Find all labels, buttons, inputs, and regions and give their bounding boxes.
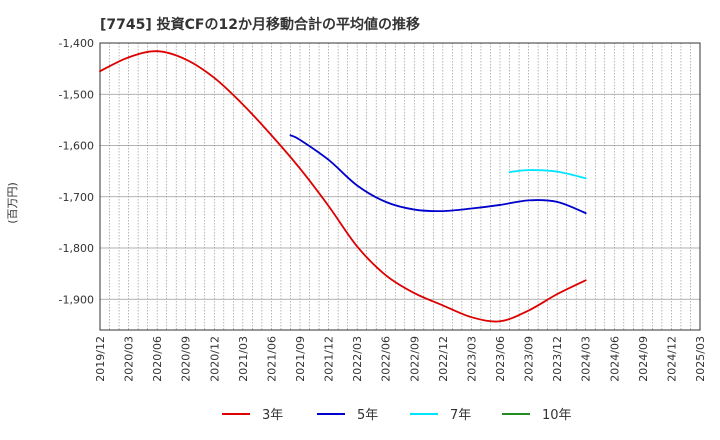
y-tick-label: -1,700 (59, 191, 94, 204)
y-tick-label: -1,400 (59, 37, 94, 50)
series-line-3 (508, 169, 587, 180)
x-tick-label: 2021/06 (265, 336, 278, 382)
y-tick-label: -1,500 (59, 88, 94, 101)
x-tick-label: 2023/06 (494, 336, 507, 382)
x-tick-label: 2023/12 (551, 336, 564, 382)
x-tick-label: 2025/03 (694, 336, 707, 382)
x-tick-label: 2022/09 (408, 336, 421, 382)
y-axis-label: (百万円) (6, 182, 19, 224)
x-tick-label: 2020/09 (180, 336, 193, 382)
legend-label: 10年 (542, 408, 572, 423)
x-tick-label: 2024/03 (580, 336, 593, 382)
y-tick-label: -1,800 (59, 242, 94, 255)
x-tick-label: 2022/12 (437, 336, 450, 382)
x-tick-label: 2023/03 (465, 336, 478, 382)
plot-area (100, 43, 700, 330)
x-tick-label: 2020/06 (151, 336, 164, 382)
x-tick-label: 2019/12 (94, 336, 107, 382)
x-tick-label: 2020/12 (208, 336, 221, 382)
x-tick-label: 2021/09 (294, 336, 307, 382)
x-tick-label: 2020/03 (123, 336, 136, 382)
legend-label: 5年 (357, 408, 378, 423)
y-tick-labels: -1,400 -1,500 -1,600 -1,700 -1,800 -1,900 (59, 37, 94, 306)
legend-label: 3年 (262, 408, 283, 423)
x-tick-label: 2021/12 (323, 336, 336, 382)
x-tick-label: 2021/03 (237, 336, 250, 382)
x-tick-label: 2024/12 (665, 336, 678, 382)
x-tick-label: 2024/06 (608, 336, 621, 382)
x-tick-label: 2024/09 (637, 336, 650, 382)
legend-label: 7年 (450, 408, 471, 423)
x-tick-label: 2022/06 (380, 336, 393, 382)
legend: 3年 5年 7年 10年 (222, 408, 572, 423)
y-tick-label: -1,600 (59, 140, 94, 153)
series-lines (99, 50, 587, 323)
x-tick-label: 2023/09 (523, 336, 536, 382)
plot-border (99, 42, 701, 331)
chart-title: [7745] 投資CFの12か月移動合計の平均値の推移 (100, 17, 420, 33)
y-tick-label: -1,900 (59, 293, 94, 306)
series-line-1 (99, 50, 587, 323)
series-line-2 (289, 134, 587, 215)
x-tick-labels: 2019/12 2020/03 2020/06 2020/09 2020/12 2021/… (94, 336, 707, 382)
x-tick-label: 2022/03 (351, 336, 364, 382)
